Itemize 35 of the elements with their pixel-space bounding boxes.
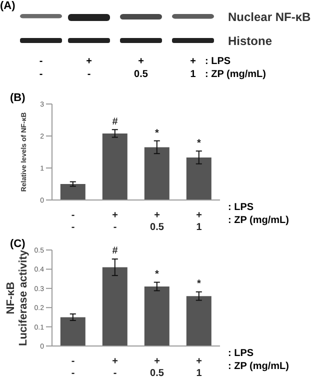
x-tick-label: + - <box>112 356 118 379</box>
x-axis-title: : LPS : ZP (mg/mL) <box>228 347 289 373</box>
x-axis-title: : LPS : ZP (mg/mL) <box>228 201 289 227</box>
annotation: * <box>197 138 202 150</box>
annotation: * <box>155 269 160 280</box>
text: : LPS : ZP (mg/mL) <box>205 55 266 81</box>
x-tick-label: + - <box>112 210 118 233</box>
bar <box>60 184 86 200</box>
bar <box>102 133 128 200</box>
category-label: + 1 <box>190 56 196 80</box>
x-tick-label: + 0.5 <box>150 210 164 233</box>
x-tick-label: + 1 <box>196 356 202 379</box>
annotation: # <box>112 116 118 128</box>
chart-title: (C) <box>10 238 26 250</box>
category-label: + - <box>85 55 93 81</box>
text: Histone <box>228 34 272 48</box>
bar <box>60 317 86 346</box>
category-label: - - <box>38 55 44 81</box>
bar <box>102 267 128 346</box>
category-label: + 0.5 <box>133 55 149 81</box>
annotation: * <box>155 128 160 139</box>
x-tick-label: - - <box>71 356 75 379</box>
x-tick-label: + 1 <box>196 210 202 233</box>
x-tick-label: - - <box>71 210 75 233</box>
chart-title: (B) <box>10 92 26 104</box>
annotation: # <box>112 246 118 257</box>
bar <box>144 286 170 346</box>
annotation: * <box>197 278 202 290</box>
text: Nuclear NF-κB <box>228 10 311 24</box>
y-axis-title: NF-κB Luciferase activity <box>4 249 30 346</box>
bar <box>144 147 170 200</box>
x-tick-label: + 0.5 <box>150 356 164 379</box>
bar <box>186 296 212 346</box>
bar <box>186 157 212 200</box>
text: (A) <box>0 0 16 12</box>
